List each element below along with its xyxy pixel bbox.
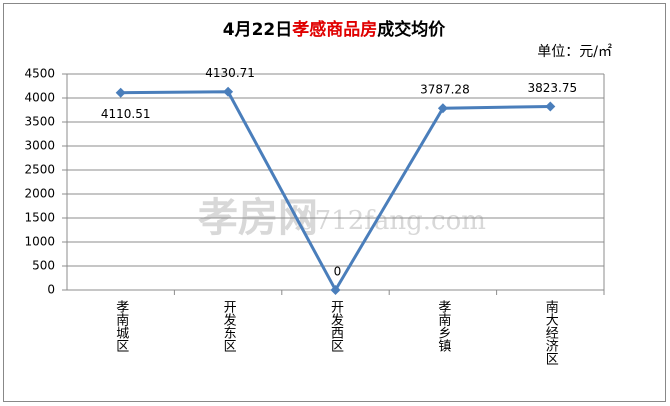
- marker: [115, 87, 126, 98]
- y-tick-label: 4500: [24, 67, 55, 81]
- y-tick-label: 1500: [24, 211, 55, 225]
- x-tick-label: 开发东区: [221, 300, 237, 352]
- y-tick-label: 500: [32, 259, 55, 273]
- marker: [223, 86, 234, 97]
- data-label: 3823.75: [527, 81, 577, 95]
- data-label: 4130.71: [205, 66, 255, 80]
- y-tick-label: 3000: [24, 139, 55, 153]
- watermark-site: 0712fang.com: [298, 206, 486, 236]
- marker: [437, 103, 448, 114]
- data-label: 0: [334, 265, 342, 279]
- x-tick-label: 孝南城区: [113, 300, 129, 352]
- chart-frame: [3, 3, 666, 402]
- marker: [545, 101, 556, 112]
- y-tick-label: 2500: [24, 163, 55, 177]
- title-part: 孝感商品房: [292, 19, 377, 40]
- title-part: 成交均价: [377, 19, 446, 40]
- x-tick-label: 开发西区: [328, 300, 344, 352]
- marker: [330, 285, 341, 295]
- y-tick-label: 4000: [24, 91, 55, 105]
- chart-title: 4月22日孝感商品房成交均价: [223, 19, 446, 40]
- x-tick-label: 南大经济区: [543, 299, 559, 365]
- y-tick-label: 1000: [24, 235, 55, 249]
- x-tick-label: 孝南乡镇: [435, 300, 451, 352]
- unit-label: 单位：元/㎡: [537, 44, 612, 60]
- data-label: 3787.28: [420, 83, 470, 97]
- y-tick-label: 2000: [24, 187, 55, 201]
- data-label: 4110.51: [101, 107, 151, 121]
- y-tick-label: 0: [47, 283, 55, 297]
- y-tick-label: 3500: [24, 115, 55, 129]
- title-part: 4月22日: [223, 20, 293, 40]
